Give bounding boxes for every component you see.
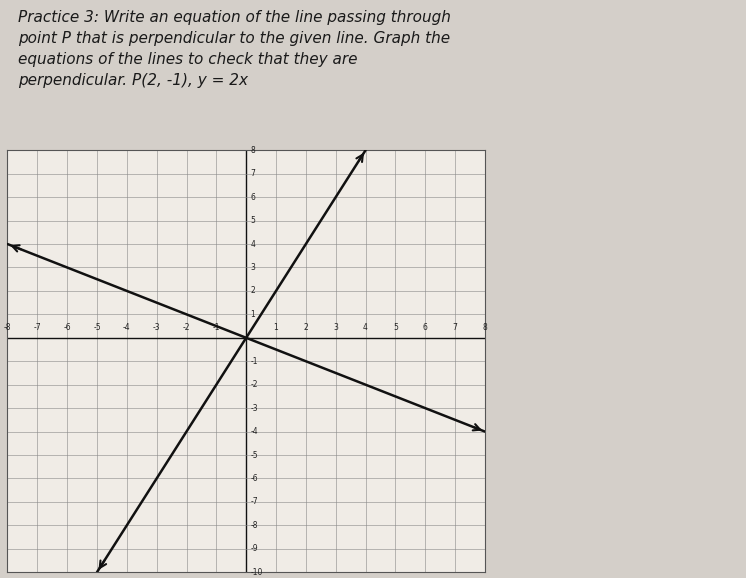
Text: 6: 6: [423, 323, 427, 332]
Text: -3: -3: [251, 403, 258, 413]
Text: -6: -6: [251, 474, 258, 483]
Text: -7: -7: [251, 498, 258, 506]
Text: Practice 3: Write an equation of the line passing through
point P that is perpen: Practice 3: Write an equation of the lin…: [18, 10, 451, 88]
Text: 4: 4: [251, 239, 256, 249]
Text: -6: -6: [63, 323, 71, 332]
Text: 2: 2: [304, 323, 308, 332]
Text: -8: -8: [251, 521, 258, 530]
Text: 2: 2: [251, 287, 255, 295]
Text: -10: -10: [251, 568, 263, 577]
Text: 8: 8: [483, 323, 487, 332]
Text: 3: 3: [251, 263, 256, 272]
Text: 7: 7: [453, 323, 457, 332]
Text: 1: 1: [251, 310, 255, 319]
Text: -1: -1: [251, 357, 258, 366]
Text: 1: 1: [274, 323, 278, 332]
Text: 4: 4: [363, 323, 368, 332]
Text: -5: -5: [93, 323, 101, 332]
Text: -7: -7: [34, 323, 41, 332]
Text: 5: 5: [251, 216, 256, 225]
Text: -4: -4: [123, 323, 131, 332]
Text: 6: 6: [251, 192, 256, 202]
Text: -3: -3: [153, 323, 160, 332]
Text: 8: 8: [251, 146, 255, 155]
Text: -2: -2: [251, 380, 258, 389]
Text: -1: -1: [213, 323, 220, 332]
Text: -5: -5: [251, 450, 258, 460]
Text: 5: 5: [393, 323, 398, 332]
Text: 3: 3: [333, 323, 338, 332]
Text: -2: -2: [183, 323, 190, 332]
Text: 7: 7: [251, 169, 256, 178]
Text: -4: -4: [251, 427, 258, 436]
Text: -9: -9: [251, 544, 258, 553]
Text: -8: -8: [4, 323, 11, 332]
